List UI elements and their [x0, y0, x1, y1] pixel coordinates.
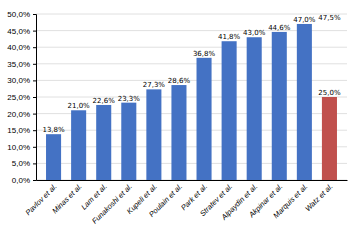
- y-tick-mark: [33, 180, 36, 181]
- y-tick-mark: [33, 14, 36, 15]
- x-axis-line: [37, 180, 348, 181]
- x-tick-label: Marquis et al.: [271, 182, 309, 220]
- y-tick-mark: [33, 97, 36, 98]
- y-tick: 20,0%: [7, 110, 36, 119]
- x-tick: Minas et al.: [50, 182, 83, 215]
- grid: [36, 14, 347, 180]
- y-tick-mark: [33, 163, 36, 164]
- y-tick-mark: [33, 80, 36, 81]
- grid-line: [36, 14, 347, 15]
- bar: [247, 37, 262, 180]
- y-tick: 15,0%: [7, 126, 36, 135]
- y-tick-mark: [33, 64, 36, 65]
- x-tick-label: Funakoshi et al.: [90, 182, 134, 226]
- x-tick: Marquis et al.: [271, 182, 309, 220]
- data-label: 25,0%: [318, 89, 341, 97]
- y-tick-label: 35,0%: [7, 60, 30, 69]
- data-label: 36,8%: [193, 50, 216, 58]
- x-tick-label: Minas et al.: [50, 182, 83, 215]
- data-label: 43,0%: [243, 29, 266, 37]
- data-label: 22,6%: [93, 97, 116, 105]
- y-tick-label: 50,0%: [7, 10, 30, 19]
- y-tick-label: 15,0%: [7, 126, 30, 135]
- bars: [46, 24, 337, 180]
- bar: [222, 41, 237, 180]
- chart: 0,0% 5,0% 10,0% 15,0% 20,0% 25,0% 30,0% 35,0% 40…: [0, 0, 355, 238]
- data-label: 44,6%: [268, 24, 291, 32]
- data-label: 28,6%: [168, 77, 191, 85]
- y-tick-label: 40,0%: [7, 43, 30, 52]
- y-tick: 50,0%: [7, 10, 36, 19]
- data-label: 13,8%: [42, 126, 65, 134]
- annotation: 47,5%: [318, 14, 341, 22]
- plot: 0,0% 5,0% 10,0% 15,0% 20,0% 25,0% 30,0% 35,0% 40…: [7, 10, 347, 226]
- bar: [71, 110, 86, 180]
- y-tick: 0,0%: [12, 176, 36, 185]
- data-labels: 13,8% 21,0%22,6%23,3%27,3%28,6% 36,8% 41,8%…: [42, 16, 340, 134]
- bar: [121, 103, 136, 180]
- y-tick-mark: [33, 47, 36, 48]
- x-tick: Poulain et al.: [147, 182, 184, 219]
- y-tick-mark: [33, 147, 36, 148]
- x-tick-label: Poulain et al.: [147, 182, 184, 219]
- data-label: 21,0%: [68, 102, 91, 110]
- y-tick-label: 45,0%: [7, 27, 30, 36]
- y-tick-mark: [33, 130, 36, 131]
- bar: [197, 58, 212, 180]
- x-tick-label: Watz et al.: [303, 182, 334, 213]
- bar: [171, 85, 186, 180]
- bar: [272, 32, 287, 180]
- y-tick-mark: [33, 31, 36, 32]
- y-axis: 0,0% 5,0% 10,0% 15,0% 20,0% 25,0% 30,0% 35,0% 40…: [7, 10, 36, 185]
- x-tick: Funakoshi et al.: [90, 182, 134, 226]
- bar: [146, 89, 161, 180]
- y-tick: 25,0%: [7, 93, 36, 102]
- data-label: 23,3%: [118, 95, 141, 103]
- y-tick: 30,0%: [7, 76, 36, 85]
- y-tick: 45,0%: [7, 27, 36, 36]
- y-tick-label: 30,0%: [7, 76, 30, 85]
- annotations: 47,5%: [318, 14, 341, 22]
- y-tick-label: 20,0%: [7, 110, 30, 119]
- data-label: 27,3%: [143, 81, 166, 89]
- bar: [297, 24, 312, 180]
- y-tick: 35,0%: [7, 60, 36, 69]
- y-tick-label: 25,0%: [7, 93, 30, 102]
- y-tick: 40,0%: [7, 43, 36, 52]
- y-tick-label: 10,0%: [7, 143, 30, 152]
- y-tick-label: 5,0%: [12, 159, 30, 168]
- x-tick: Watz et al.: [303, 182, 334, 213]
- data-label: 41,8%: [218, 33, 241, 41]
- y-tick-mark: [33, 114, 36, 115]
- y-tick: 10,0%: [7, 143, 36, 152]
- y-tick-label: 0,0%: [12, 176, 30, 185]
- x-axis: Pavlov et al.Minas et al.Lam et al.Funak…: [23, 181, 347, 226]
- y-axis-line: [33, 15, 37, 181]
- bar: [46, 134, 61, 180]
- bar: [322, 97, 337, 180]
- bar: [96, 105, 111, 180]
- data-label: 47,0%: [293, 16, 316, 24]
- y-tick: 5,0%: [12, 159, 36, 168]
